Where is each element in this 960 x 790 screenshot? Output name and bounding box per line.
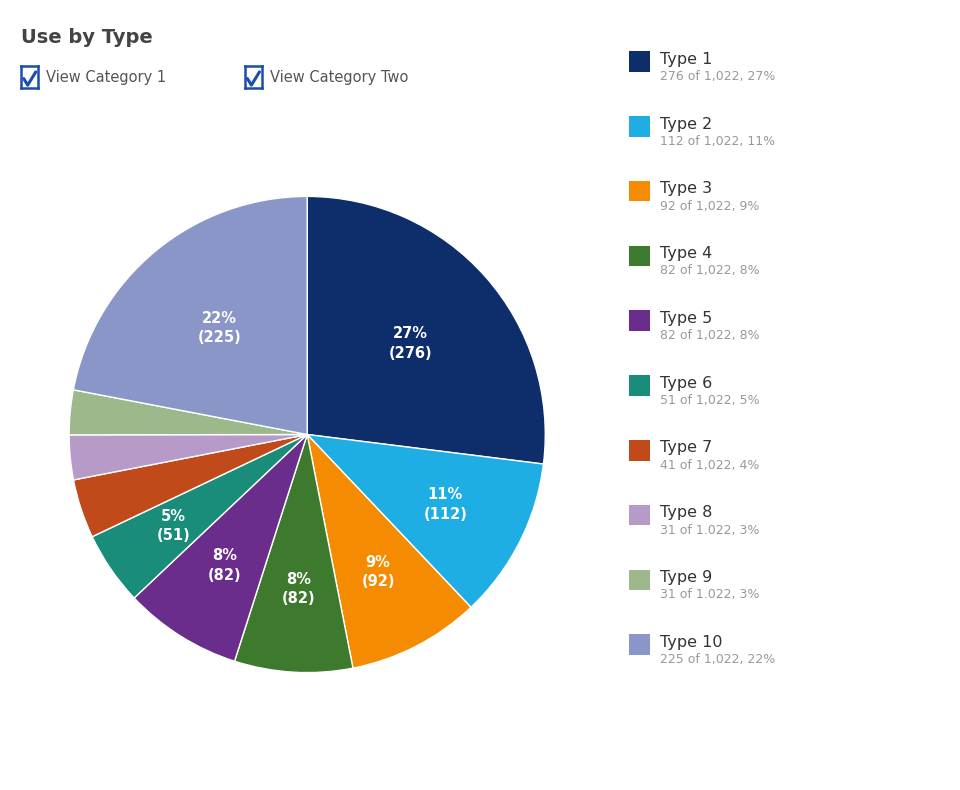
- Text: Type 3: Type 3: [660, 182, 711, 196]
- Text: 41 of 1,022, 4%: 41 of 1,022, 4%: [660, 459, 759, 472]
- Text: 92 of 1,022, 9%: 92 of 1,022, 9%: [660, 200, 759, 213]
- Text: 31 of 1.022, 3%: 31 of 1.022, 3%: [660, 589, 759, 601]
- Text: Type 2: Type 2: [660, 117, 711, 131]
- Wedge shape: [69, 435, 307, 480]
- Text: 22%
(225): 22% (225): [198, 310, 241, 345]
- Text: View Category Two: View Category Two: [270, 70, 408, 85]
- Wedge shape: [74, 435, 307, 536]
- Text: 5%
(51): 5% (51): [156, 509, 190, 544]
- Text: 82 of 1,022, 8%: 82 of 1,022, 8%: [660, 329, 759, 342]
- Text: 225 of 1,022, 22%: 225 of 1,022, 22%: [660, 653, 775, 666]
- Wedge shape: [234, 435, 353, 672]
- Text: Type 7: Type 7: [660, 441, 711, 455]
- Text: Type 10: Type 10: [660, 635, 722, 649]
- Wedge shape: [307, 435, 543, 608]
- Text: 51 of 1,022, 5%: 51 of 1,022, 5%: [660, 394, 759, 407]
- Text: 11%
(112): 11% (112): [423, 487, 468, 521]
- Text: Type 5: Type 5: [660, 311, 711, 325]
- Text: 276 of 1,022, 27%: 276 of 1,022, 27%: [660, 70, 775, 83]
- Text: 27%
(276): 27% (276): [389, 325, 433, 360]
- Wedge shape: [307, 435, 471, 668]
- Text: 9%
(92): 9% (92): [361, 555, 395, 589]
- Wedge shape: [69, 389, 307, 434]
- Text: Type 8: Type 8: [660, 506, 712, 520]
- Text: 82 of 1,022, 8%: 82 of 1,022, 8%: [660, 265, 759, 277]
- Text: Type 6: Type 6: [660, 376, 711, 390]
- Wedge shape: [73, 197, 307, 435]
- Text: Type 1: Type 1: [660, 52, 712, 66]
- Text: View Category 1: View Category 1: [46, 70, 166, 85]
- Wedge shape: [134, 435, 307, 661]
- Text: 31 of 1.022, 3%: 31 of 1.022, 3%: [660, 524, 759, 536]
- Text: 112 of 1,022, 11%: 112 of 1,022, 11%: [660, 135, 775, 148]
- Text: 8%
(82): 8% (82): [208, 548, 242, 583]
- Text: Use by Type: Use by Type: [21, 28, 153, 47]
- Text: Type 9: Type 9: [660, 570, 711, 585]
- Wedge shape: [92, 435, 307, 598]
- Wedge shape: [307, 197, 545, 464]
- Text: 8%
(82): 8% (82): [281, 572, 315, 607]
- Text: Type 4: Type 4: [660, 246, 711, 261]
